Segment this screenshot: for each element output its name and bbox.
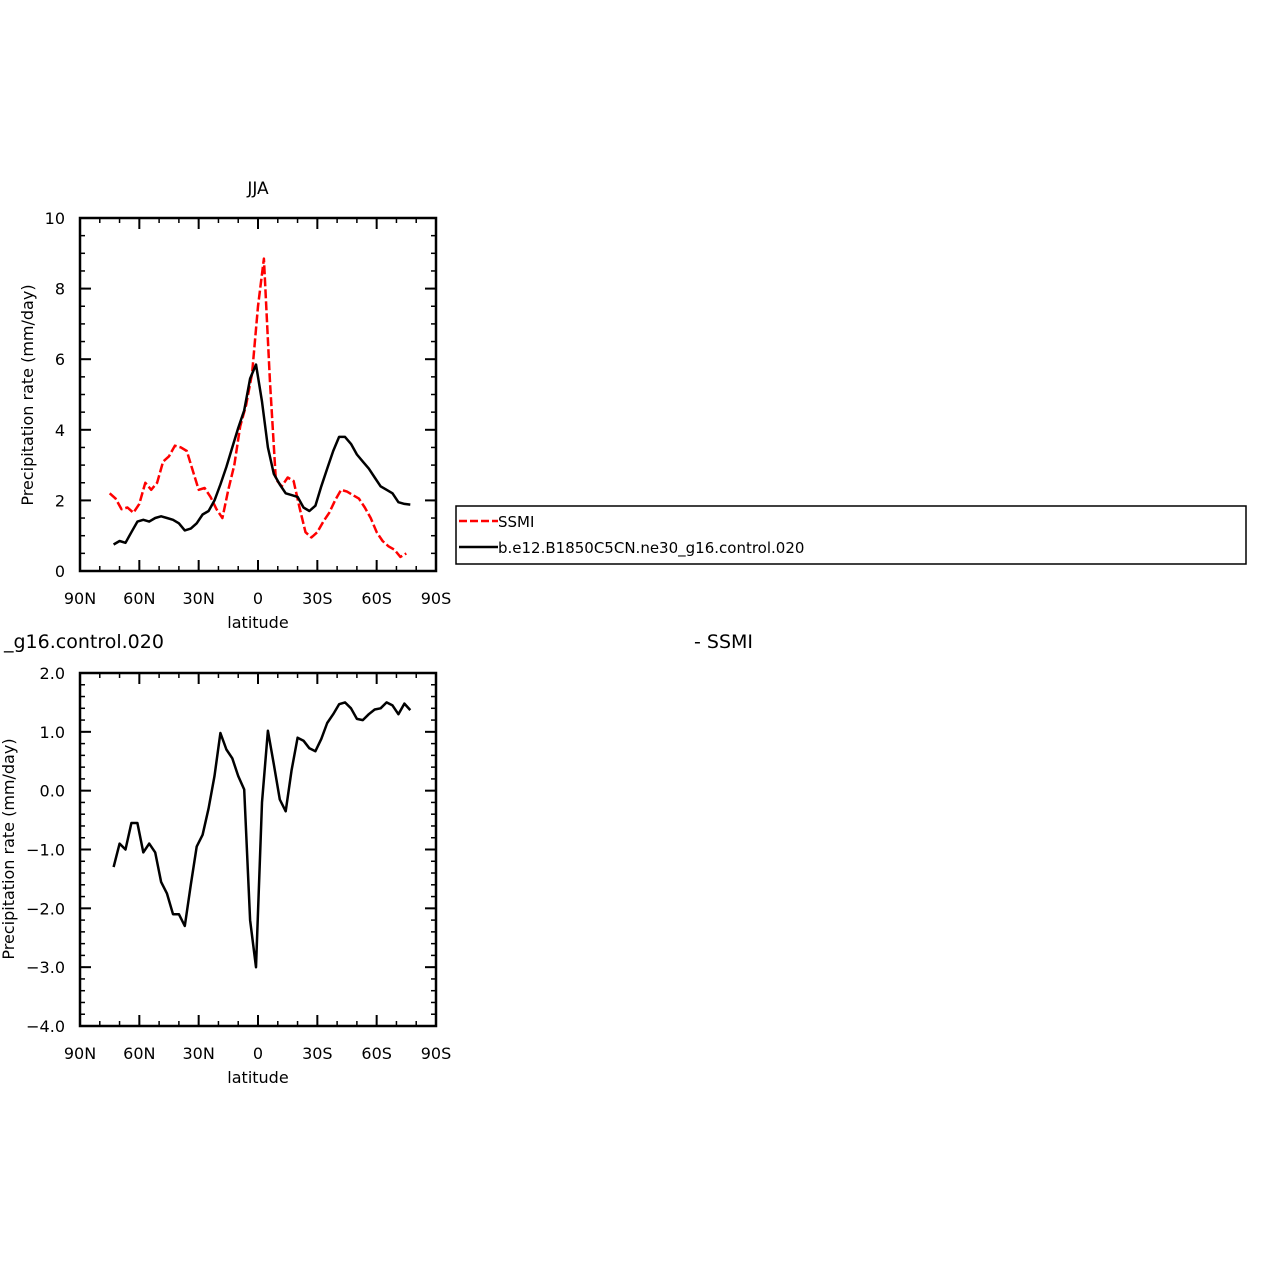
bottom-series-group [112,701,412,969]
top-x-tick-label: 0 [253,589,263,608]
bottom-y-tick-label: −2.0 [26,899,65,918]
bottom-y-tick-label: 1.0 [40,723,65,742]
top-x-tick-label: 90S [421,589,452,608]
bottom-y-tick-label: 2.0 [40,664,65,683]
bottom-x-tick-label: 90N [64,1044,96,1063]
top-y-axis-label: Precipitation rate (mm/day) [18,284,37,505]
bottom-panel: 90N 60N 30N 0 30S 60S 90S −4.0 −3.0 −2.0 −1.0 0.0 1.… [0,631,753,1087]
legend-box [455,505,1247,565]
bottom-x-tick-label: 60N [123,1044,155,1063]
top-series-line-0 [108,257,407,559]
top-x-tick-label: 60N [123,589,155,608]
bottom-y-tick-label: −1.0 [26,841,65,860]
bottom-x-tick-label: 60S [361,1044,392,1063]
bottom-y-tick-label: 0.0 [40,782,65,801]
bottom-plot-frame [78,671,438,1028]
top-series-line-1 [112,363,411,546]
top-axis-ticks: 90N 60N 30N 0 30S 60S 90S 0 2 4 6 8 10 [45,209,452,608]
bottom-x-tick-label: 90S [421,1044,452,1063]
top-x-axis-label: latitude [227,613,288,632]
legend-label-model: b.e12.B1850C5CN.ne30_g16.control.020 [498,539,804,558]
bottom-x-tick-label: 30N [183,1044,215,1063]
top-y-tick-label: 6 [55,350,65,369]
top-y-tick-label: 10 [45,209,65,228]
bottom-series-line-0 [112,701,412,969]
top-y-tick-label: 8 [55,280,65,299]
top-series-group [108,257,411,559]
top-x-tick-label: 30S [302,589,333,608]
top-chart-title: JJA [246,179,269,199]
top-plot-frame [78,216,438,573]
bottom-y-tick-label: −3.0 [26,958,65,977]
bottom-chart-title-left: _g16.control.020 [3,631,164,653]
bottom-x-tick-label: 0 [253,1044,263,1063]
bottom-axis-ticks: 90N 60N 30N 0 30S 60S 90S −4.0 −3.0 −2.0 −1.0 0.0 1.… [26,664,451,1063]
bottom-x-tick-label: 30S [302,1044,333,1063]
bottom-y-axis-label: Precipitation rate (mm/day) [0,738,18,959]
top-x-tick-label: 30N [183,589,215,608]
top-x-tick-label: 60S [361,589,392,608]
bottom-y-tick-label: −4.0 [26,1017,65,1036]
top-y-tick-label: 4 [55,421,65,440]
bottom-x-axis-label: latitude [227,1068,288,1087]
top-y-tick-label: 0 [55,562,65,581]
legend: SSMI b.e12.B1850C5CN.ne30_g16.control.02… [455,505,1247,565]
top-y-tick-label: 2 [55,491,65,510]
legend-label-ssmi: SSMI [498,513,534,531]
bottom-chart-title-right: - SSMI [694,631,753,653]
top-x-tick-label: 90N [64,589,96,608]
